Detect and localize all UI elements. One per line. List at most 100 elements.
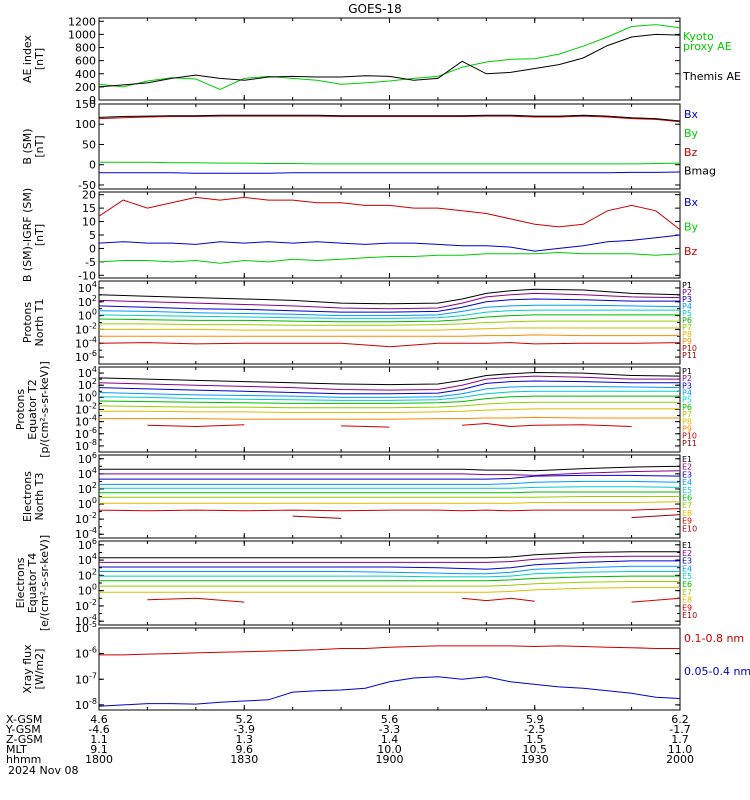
legend-label: P2 (682, 288, 692, 297)
legend-label: P9 (682, 424, 692, 433)
series-line-e6 (99, 491, 680, 494)
series-line-p5 (99, 309, 680, 319)
x-axis-row-value: 2000 (666, 753, 694, 766)
y-axis-label: [nT] (33, 48, 46, 70)
date-label: 2024 Nov 08 (8, 764, 78, 777)
x-axis-row-label: Z-GSM (6, 733, 43, 746)
series-line-p1 (99, 288, 680, 305)
chart-title: GOES-18 (348, 2, 402, 16)
legend-label: E4 (682, 564, 692, 573)
y-tick-label: -5 (85, 256, 96, 269)
series-group (99, 551, 680, 603)
legend-label: Bmag (684, 165, 716, 178)
legend-label: P3 (682, 295, 692, 304)
series-line-p3 (99, 298, 680, 313)
x-axis-row-value: 11.0 (668, 743, 693, 756)
y-tick-label: 100 (78, 389, 97, 404)
series-group (99, 465, 680, 519)
legend-label: 0.1-0.8 nm (684, 632, 744, 645)
legend-label: P8 (682, 330, 692, 339)
series-line-p4 (99, 304, 680, 317)
x-axis-row-label: Y-GSM (5, 723, 41, 736)
y-tick-label: 102 (78, 377, 97, 392)
y-tick-label: 50 (82, 138, 96, 151)
legend-label: P4 (682, 302, 692, 311)
legend-label: E8 (682, 509, 692, 518)
series-line-e10 (292, 515, 342, 519)
x-axis-row-value: 5.2 (236, 713, 254, 726)
series-line-e6 (99, 575, 680, 582)
y-axis-label: Equator T4 (26, 553, 39, 613)
panel-b_sm: -50 0 50 100 150 B (SM) [nT] Bx By Bz Bmag (21, 98, 716, 192)
legend-label: P2 (682, 374, 692, 383)
x-axis-row-label: MLT (6, 743, 27, 756)
y-tick-label: 15 (82, 202, 96, 215)
series-line-e9 (147, 597, 245, 603)
series-line-e8 (99, 501, 680, 504)
x-axis-row-value: -3.9 (234, 723, 255, 736)
panel-frame (98, 540, 681, 626)
y-tick-label: -10 (78, 269, 96, 282)
series-line-e4 (99, 565, 680, 575)
legend-label: P9 (682, 337, 692, 346)
x-axis-row-value: 9.1 (90, 743, 108, 756)
x-axis-row-value: 4.6 (90, 713, 108, 726)
legend-label: P7 (682, 323, 692, 332)
y-tick-label: 10 (82, 216, 96, 229)
y-tick-label: 600 (75, 55, 96, 68)
series-line-0-1-0-8-nm (99, 645, 680, 656)
y-tick-label: 800 (75, 42, 96, 55)
series-line-e7 (99, 581, 680, 587)
y-tick-label: 10-2 (75, 402, 97, 417)
legend-label: P11 (682, 351, 697, 360)
y-tick-label: 10-7 (75, 671, 97, 686)
y-tick-label: 5 (89, 229, 96, 242)
y-tick-label: 10-2 (75, 598, 97, 613)
y-tick-label: 10-5 (75, 620, 97, 635)
y-axis-label: Xray flux (21, 644, 34, 694)
y-tick-label: 1200 (68, 15, 96, 28)
x-axis-row-value: 1900 (376, 753, 404, 766)
y-tick-label: 10-8 (75, 697, 97, 712)
y-axis-label: [nT] (33, 135, 46, 157)
y-tick-label: 10-6 (75, 349, 97, 364)
y-tick-label: 10-8 (75, 438, 97, 453)
y-tick-label: 100 (78, 496, 97, 511)
series-line-e5 (99, 571, 680, 578)
x-axis-row-value: -4.6 (88, 723, 109, 736)
x-axis-labels: X-GSM 4.6 5.2 5.6 5.9 6.2 Y-GSM -4.6 -3.9 -3.3 -2.… (5, 713, 694, 766)
series-line-p7 (99, 401, 680, 409)
legend-label: Bx (684, 196, 699, 209)
legend-label: E6 (682, 580, 692, 589)
series-line-p9 (99, 416, 680, 420)
series-line-p10 (147, 424, 245, 428)
x-axis-row-value: -2.5 (524, 723, 545, 736)
x-axis-row-value: 5.6 (381, 713, 399, 726)
legend-label: E2 (682, 463, 692, 472)
series-line-p3 (99, 380, 680, 395)
y-axis-label: North T3 (33, 473, 46, 521)
y-axis-label: Protons (21, 302, 34, 343)
y-tick-label: 102 (78, 294, 97, 309)
series-line-p2 (99, 375, 680, 391)
y-tick-label: 10-2 (75, 511, 97, 526)
y-tick-label: 104 (78, 365, 97, 380)
y-tick-label: 102 (78, 567, 97, 582)
series-line-p7 (99, 320, 680, 326)
x-axis-row-value: 1800 (85, 753, 113, 766)
y-tick-label: 10-2 (75, 321, 97, 336)
series-line-e5 (99, 486, 680, 489)
legend-label: P5 (682, 309, 692, 318)
legend-label: E7 (682, 588, 692, 597)
series-line-bz (99, 115, 680, 123)
x-axis-row-label: X-GSM (6, 713, 42, 726)
series-line-e9 (631, 597, 680, 603)
y-tick-label: 400 (75, 68, 96, 81)
y-tick-label: 1000 (68, 28, 96, 41)
series-line-p6 (99, 395, 680, 404)
x-axis-row-value: 1.1 (90, 733, 108, 746)
y-tick-label: 20 (82, 189, 96, 202)
legend-label: E3 (682, 470, 692, 479)
